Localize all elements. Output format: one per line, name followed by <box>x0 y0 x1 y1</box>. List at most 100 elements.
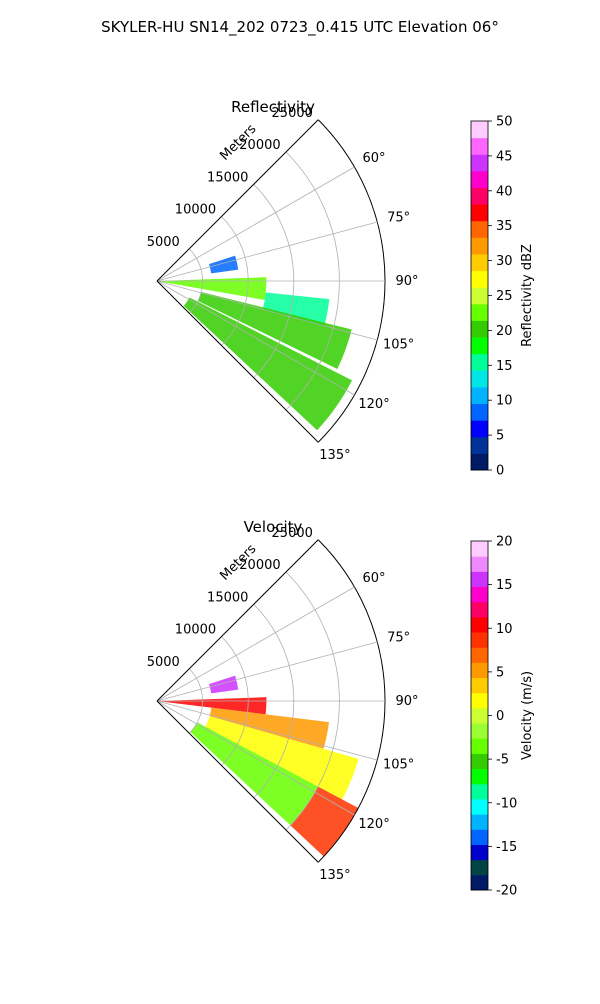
colorbar-swatch-10 <box>471 287 488 305</box>
figure-suptitle: SKYLER-HU SN14_202 0723_0.415 UTC Elevat… <box>101 18 499 37</box>
colorbar-swatch-10 <box>471 723 488 739</box>
colorbar-swatch-11 <box>471 707 488 724</box>
colorbar-swatch-9 <box>471 303 488 321</box>
colorbar-swatch-6 <box>471 783 488 800</box>
angle-tick-label: 75° <box>387 210 410 225</box>
colorbar-swatch-11 <box>471 270 488 288</box>
colorbar-swatch-15 <box>471 204 488 222</box>
angle-tick-label: 120° <box>358 397 389 412</box>
echo-region-3 <box>190 722 319 826</box>
angle-tick-label: 120° <box>358 817 389 832</box>
angle-spoke-3 <box>156 280 378 341</box>
angle-spoke-4 <box>156 280 355 396</box>
colorbar-tick-label: 10 <box>496 622 513 637</box>
colorbar-swatch-9 <box>471 738 488 754</box>
angle-spoke-4 <box>156 700 355 816</box>
colorbar-tick-label: -5 <box>496 753 509 768</box>
colorbar-swatch-20 <box>471 121 488 139</box>
sector-edge-0 <box>156 119 319 282</box>
colorbar-swatch-8 <box>471 753 488 770</box>
colorbar-tick-label: 45 <box>496 149 513 164</box>
radial-tick-label: 5000 <box>147 655 180 670</box>
colorbar-swatch-12 <box>471 253 488 272</box>
colorbar-tick-label: 20 <box>496 535 513 550</box>
angle-tick-label: 90° <box>395 274 418 289</box>
colorbar-label: Reflectivity dBZ <box>520 244 535 347</box>
colorbar-swatch-7 <box>471 768 488 785</box>
echo-region-4 <box>290 786 359 857</box>
colorbar-swatch-1 <box>471 859 488 876</box>
radial-tick-label: 25000 <box>272 526 313 541</box>
colorbar-tick-label: 15 <box>496 578 513 593</box>
radial-tick-label: 10000 <box>175 203 216 218</box>
colorbar-label: Velocity (m/s) <box>520 671 535 760</box>
colorbar-tick-label: 5 <box>496 665 504 680</box>
colorbar-tick-label: 35 <box>496 219 513 234</box>
colorbar-swatch-5 <box>471 370 488 388</box>
colorbar-swatch-14 <box>471 220 488 238</box>
colorbar-swatch-17 <box>471 616 488 633</box>
radial-tick-label: 15000 <box>207 170 248 185</box>
angle-tick-label: 60° <box>363 151 386 166</box>
colorbar-swatch-2 <box>471 844 488 861</box>
colorbar-swatch-20 <box>471 571 488 588</box>
angle-tick-label: 105° <box>383 338 414 353</box>
colorbar-swatch-18 <box>471 601 488 618</box>
colorbar-tick-label: 5 <box>496 429 504 444</box>
colorbar-tick-label: 0 <box>496 709 504 724</box>
echo-region-0 <box>157 277 267 301</box>
radial-tick-label: 25000 <box>272 106 313 121</box>
colorbar-swatch-0 <box>471 453 488 471</box>
echo-region-1 <box>262 292 330 326</box>
angle-tick-label: 105° <box>383 758 414 773</box>
colorbar-tick-label: -20 <box>496 884 517 899</box>
colorbar-tick-label: 15 <box>496 359 513 374</box>
colorbar-swatch-15 <box>471 647 488 663</box>
angle-tick-label: 135° <box>319 448 350 463</box>
colorbar-swatch-5 <box>471 798 488 815</box>
colorbar-tick-label: 25 <box>496 289 513 304</box>
colorbar-swatch-21 <box>471 556 488 572</box>
angle-tick-label: 60° <box>363 571 386 586</box>
colorbar-swatch-3 <box>471 829 488 845</box>
colorbar-swatch-4 <box>471 814 488 830</box>
colorbar-swatch-13 <box>471 677 488 694</box>
angle-tick-label: 75° <box>387 630 410 645</box>
colorbar-tick-label: 10 <box>496 394 513 409</box>
colorbar-swatch-16 <box>471 187 488 205</box>
angle-spoke-3 <box>156 700 378 761</box>
reflectivity-panel: Reflectivity500010000150002000025000Mete… <box>147 98 535 479</box>
angle-spoke-1 <box>156 221 378 282</box>
sector-edge-1 <box>156 700 319 863</box>
colorbar-swatch-3 <box>471 403 488 421</box>
colorbar-tick-label: 20 <box>496 324 513 339</box>
colorbar-swatch-19 <box>471 137 488 155</box>
colorbar-swatch-8 <box>471 320 488 338</box>
colorbar-swatch-22 <box>471 541 488 557</box>
colorbar-swatch-6 <box>471 353 488 371</box>
panel-title: Reflectivity <box>231 98 315 116</box>
colorbar-tick-label: 40 <box>496 184 513 199</box>
echo-region-3 <box>183 297 353 431</box>
colorbar-swatch-1 <box>471 436 488 454</box>
colorbar-swatch-19 <box>471 586 488 603</box>
colorbar-swatch-13 <box>471 237 488 255</box>
echo-region-2 <box>205 716 359 800</box>
echo-region-1 <box>209 707 329 749</box>
angle-spoke-0 <box>156 586 355 702</box>
colorbar-swatch-14 <box>471 662 488 679</box>
colorbar-swatch-17 <box>471 170 488 188</box>
angle-spoke-1 <box>156 641 378 702</box>
angle-tick-label: 135° <box>319 868 350 883</box>
colorbar-swatch-16 <box>471 632 488 648</box>
colorbar-tick-label: 50 <box>496 115 513 130</box>
colorbar-swatch-0 <box>471 874 488 891</box>
colorbar-tick-label: 0 <box>496 464 504 479</box>
echo-region-4 <box>209 255 239 274</box>
colorbar-swatch-4 <box>471 386 488 405</box>
colorbar-tick-label: -15 <box>496 840 517 855</box>
radial-tick-label: 10000 <box>175 623 216 638</box>
panel-title: Velocity <box>244 518 303 536</box>
